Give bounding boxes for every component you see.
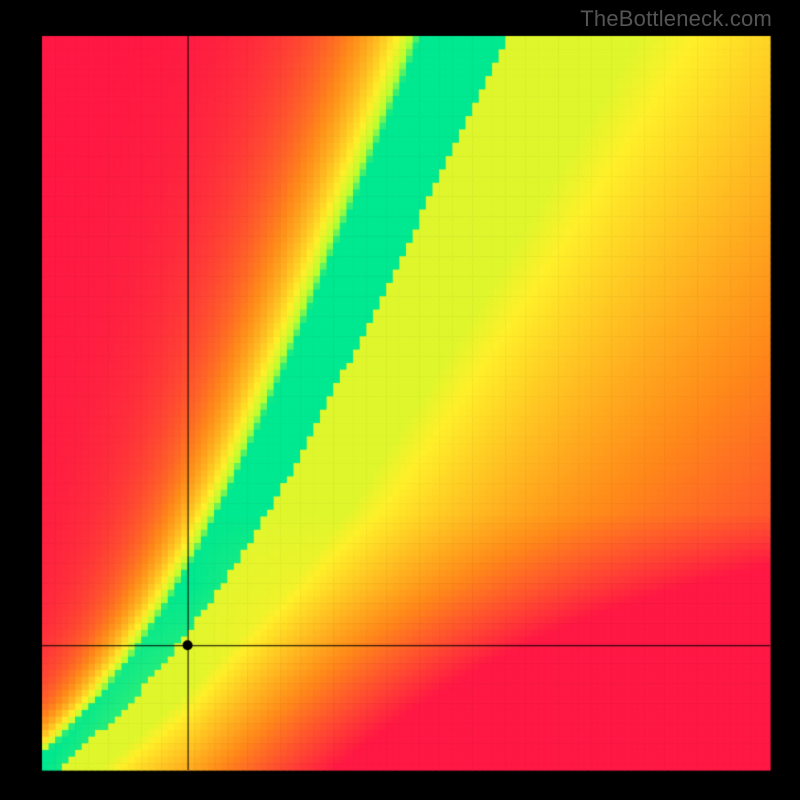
- watermark-text: TheBottleneck.com: [580, 6, 772, 32]
- heatmap-canvas: [0, 0, 800, 800]
